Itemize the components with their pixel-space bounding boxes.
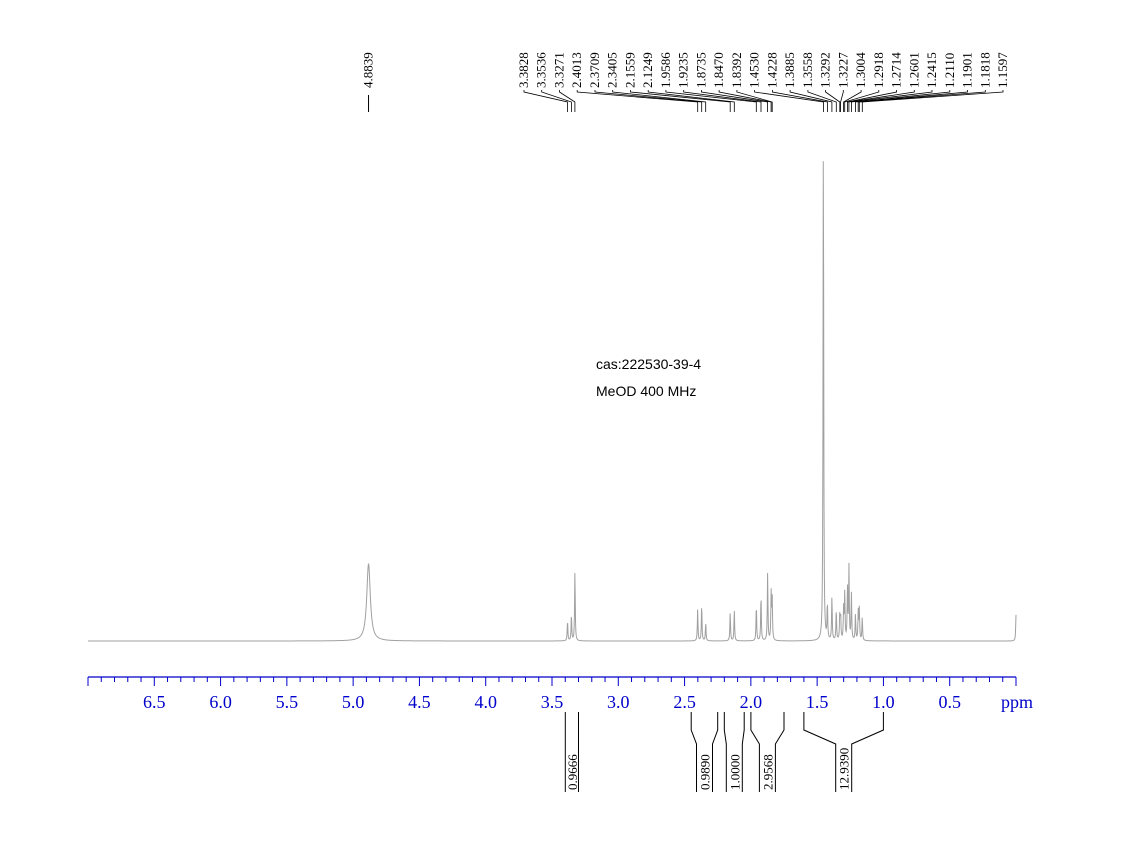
peak-leader bbox=[857, 90, 968, 112]
peak-label: 1.8735 bbox=[693, 52, 708, 88]
peak-label-layer: 4.8839 3.3828 3.3536 3.3271 2.4013 2.3709 2.34… bbox=[361, 52, 1010, 112]
peak-leader bbox=[847, 90, 897, 112]
peak-label: 2.3405 bbox=[605, 52, 620, 88]
x-tick-label: 1.0 bbox=[872, 692, 895, 712]
peak-leader bbox=[718, 90, 772, 112]
integral-layer: 0.9666 0.9890 1.0000 2.9568 12.9390 bbox=[564, 712, 884, 792]
peak-leader bbox=[576, 90, 699, 112]
spectrum-trace bbox=[88, 161, 1017, 642]
peak-leader bbox=[647, 90, 735, 112]
integral-bracket bbox=[723, 712, 727, 792]
peak-label: 1.3227 bbox=[835, 52, 850, 88]
spectrum-trace-layer bbox=[88, 161, 1017, 642]
x-tick-label: 3.5 bbox=[541, 692, 564, 712]
peak-label: 1.1818 bbox=[977, 52, 992, 88]
peak-leader bbox=[858, 90, 986, 112]
peak-leader bbox=[559, 90, 576, 112]
peak-leader bbox=[825, 90, 841, 112]
peak-leader bbox=[772, 90, 828, 112]
ppm-axis: 6.5 6.0 5.5 5.0 4.5 4.0 3.5 3.0 2.5 2.0 1.5 1.0 0.5 p… bbox=[87, 676, 1033, 712]
peak-label: 3.3828 bbox=[516, 52, 531, 88]
x-tick-label: 6.5 bbox=[143, 692, 166, 712]
integral-label: 1.0000 bbox=[727, 754, 742, 790]
x-tick-label: 5.5 bbox=[276, 692, 299, 712]
peak-label: 1.2918 bbox=[871, 52, 886, 88]
integral-label: 2.9568 bbox=[760, 754, 775, 790]
integral-bracket bbox=[851, 712, 884, 792]
integral-label: 0.9890 bbox=[698, 754, 713, 790]
peak-label: 1.1597 bbox=[995, 52, 1010, 88]
integral-bracket bbox=[774, 712, 785, 792]
peak-label: 2.3709 bbox=[587, 52, 602, 88]
peak-leader bbox=[630, 90, 731, 112]
peak-leader bbox=[736, 90, 773, 112]
peak-label: 1.2714 bbox=[889, 52, 904, 88]
x-tick-label: 6.0 bbox=[209, 692, 232, 712]
peak-label: 1.3004 bbox=[853, 52, 868, 88]
peak-label: 1.2110 bbox=[942, 53, 957, 88]
peak-leader bbox=[612, 90, 707, 112]
integral-bracket bbox=[690, 712, 697, 792]
peak-label: 2.1559 bbox=[622, 52, 637, 88]
peak-label: 1.9235 bbox=[676, 52, 691, 88]
peak-leader bbox=[665, 90, 757, 112]
x-tick-label: 4.5 bbox=[408, 692, 431, 712]
integral-bracket bbox=[712, 712, 719, 792]
integral-bracket bbox=[803, 712, 837, 792]
peak-leader bbox=[523, 90, 568, 112]
peak-label: 1.3292 bbox=[818, 52, 833, 88]
x-axis-label: ppm bbox=[1001, 692, 1033, 712]
x-tick-label: 2.0 bbox=[740, 692, 763, 712]
peak-leader bbox=[844, 90, 880, 112]
peak-label: 1.1901 bbox=[960, 52, 975, 88]
peak-leader bbox=[754, 90, 824, 112]
peak-leader bbox=[541, 90, 572, 112]
peak-leader bbox=[843, 90, 862, 112]
x-tick-label: 4.0 bbox=[474, 692, 497, 712]
peak-label: 1.4228 bbox=[764, 52, 779, 88]
integral-label: 0.9666 bbox=[565, 754, 580, 790]
conditions-label: MeOD 400 MHz bbox=[596, 383, 696, 399]
peak-label: 2.4013 bbox=[569, 52, 584, 88]
peak-label: 1.3885 bbox=[782, 52, 797, 88]
x-tick-label: 1.5 bbox=[806, 692, 829, 712]
peak-label: 1.9586 bbox=[658, 52, 673, 88]
peak-label: 1.3558 bbox=[800, 52, 815, 88]
peak-label: 4.8839 bbox=[361, 52, 376, 88]
peak-leader bbox=[855, 90, 951, 112]
peak-label: 1.2601 bbox=[906, 52, 921, 88]
peak-label: 1.8392 bbox=[729, 52, 744, 88]
peak-leader bbox=[701, 90, 768, 112]
peak-label: 3.3271 bbox=[552, 52, 567, 88]
peak-label: 1.2415 bbox=[924, 52, 939, 88]
integral-label: 12.9390 bbox=[837, 748, 852, 790]
peak-leader bbox=[851, 90, 933, 112]
peak-leader bbox=[683, 90, 762, 112]
x-tick-label: 3.0 bbox=[607, 692, 630, 712]
peak-leader bbox=[807, 90, 837, 112]
peak-label: 3.3536 bbox=[534, 52, 549, 88]
peak-leader bbox=[594, 90, 703, 112]
peak-leader bbox=[848, 90, 915, 112]
cas-label: cas:222530-39-4 bbox=[596, 356, 701, 372]
peak-leader bbox=[789, 90, 833, 112]
integral-bracket bbox=[750, 712, 760, 792]
peak-label: 1.4530 bbox=[747, 52, 762, 88]
peak-label: 1.8470 bbox=[711, 52, 726, 88]
peak-leader bbox=[861, 90, 1004, 112]
peak-label: 2.1249 bbox=[640, 52, 655, 88]
peak-leader bbox=[840, 90, 844, 112]
x-tick-label: 2.5 bbox=[673, 692, 696, 712]
integral-bracket bbox=[741, 712, 745, 792]
x-tick-label: 5.0 bbox=[342, 692, 365, 712]
x-tick-label: 0.5 bbox=[938, 692, 961, 712]
